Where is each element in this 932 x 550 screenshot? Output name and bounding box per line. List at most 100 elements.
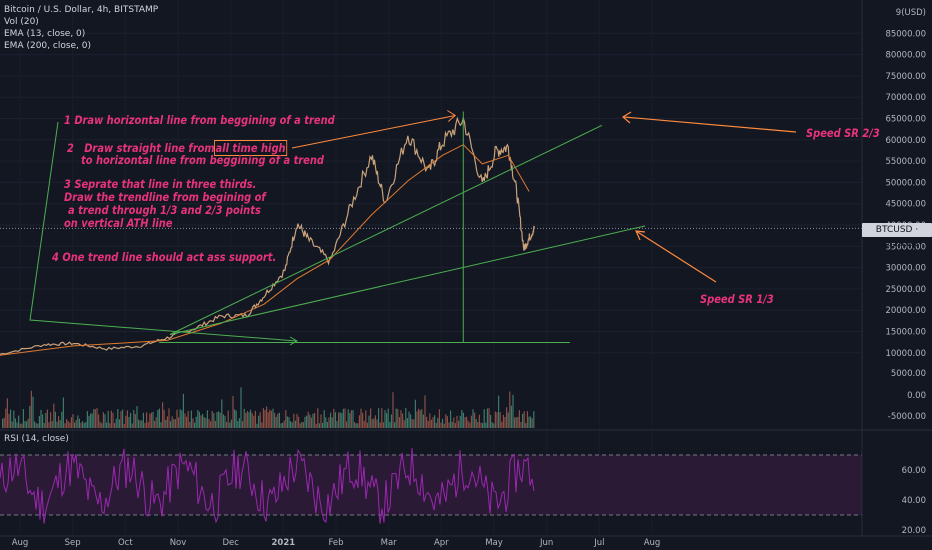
volume-bar xyxy=(398,417,400,428)
step-connector-line xyxy=(29,121,297,342)
volume-bar xyxy=(501,421,503,428)
volume-bar xyxy=(419,410,421,428)
volume-bar xyxy=(206,410,208,428)
volume-bar xyxy=(469,422,471,428)
volume-bar xyxy=(314,412,316,428)
volume-bar xyxy=(226,422,228,428)
volume-bar xyxy=(330,412,332,428)
ema13-indicator-label[interactable]: EMA (13, close, 0) xyxy=(4,29,86,39)
volume-bar xyxy=(523,411,525,428)
time-axis-tick: Feb xyxy=(328,538,343,548)
volume-bar xyxy=(325,417,327,428)
volume-bar xyxy=(158,408,160,428)
volume-bar xyxy=(56,421,58,428)
time-axis-tick: Aug xyxy=(12,538,29,548)
volume-bar xyxy=(365,410,367,428)
volume-bar xyxy=(458,420,460,428)
volume-bar xyxy=(354,422,356,428)
annotation-step-1: 1 Draw horizontal line from beggining of… xyxy=(64,113,335,127)
volume-axis-tick: 0.00 xyxy=(907,391,926,401)
volume-bar xyxy=(467,420,469,428)
volume-bar xyxy=(355,423,357,428)
volume-bar xyxy=(149,413,151,428)
volume-bar xyxy=(210,421,212,428)
volume-bar xyxy=(533,411,535,428)
volume-bar xyxy=(389,421,391,428)
volume-bar xyxy=(107,410,109,428)
volume-bar xyxy=(146,412,148,428)
volume-bar xyxy=(19,423,21,428)
volume-bar xyxy=(328,417,330,428)
volume-bar xyxy=(136,406,138,428)
volume-bar xyxy=(323,410,325,428)
rsi-indicator-label[interactable]: RSI (14, close) xyxy=(4,434,69,444)
volume-bar xyxy=(187,411,189,428)
volume-bar xyxy=(86,411,88,428)
volume-bar xyxy=(22,409,24,428)
drawing-tools[interactable] xyxy=(29,110,797,346)
volume-bar xyxy=(379,422,381,428)
volume-bar xyxy=(150,412,152,428)
volume-bar xyxy=(208,418,210,428)
volume-bar xyxy=(182,393,184,428)
volume-bar xyxy=(360,408,362,428)
volume-bar xyxy=(347,409,349,428)
volume-bar xyxy=(184,413,186,428)
time-axis-tick: Oct xyxy=(118,538,133,548)
volume-bar xyxy=(397,409,399,428)
volume-bar xyxy=(346,421,348,428)
volume-bar xyxy=(381,408,383,428)
volume-bar xyxy=(414,399,416,428)
volume-bar xyxy=(518,410,520,428)
volume-indicator-label[interactable]: Vol (20) xyxy=(4,17,39,27)
volume-bar xyxy=(216,411,218,428)
price-axis-tick: 9(USD) xyxy=(896,8,926,18)
volume-bar xyxy=(264,410,266,428)
volume-bar xyxy=(163,409,165,428)
volume-bar xyxy=(130,412,132,428)
volume-bar xyxy=(357,423,359,428)
volume-bar xyxy=(29,405,31,428)
volume-bar xyxy=(454,423,456,428)
price-axis-tick: 30000.00 xyxy=(885,264,926,274)
volume-bar xyxy=(262,408,264,428)
price-pane xyxy=(0,116,862,356)
volume-bar xyxy=(85,421,87,428)
volume-bar xyxy=(453,417,455,428)
volume-bar xyxy=(384,410,386,428)
volume-bar xyxy=(186,416,188,428)
volume-bar xyxy=(493,423,495,428)
ema200-indicator-label[interactable]: EMA (200, close, 0) xyxy=(4,41,92,51)
speed-sr-1-3-line xyxy=(169,225,646,335)
annotation-step-2b: to horizontal line from beggining of a t… xyxy=(81,153,325,167)
volume-bar xyxy=(342,408,344,428)
volume-bar xyxy=(318,423,320,428)
volume-bar xyxy=(123,423,125,428)
volume-bar xyxy=(240,387,242,428)
symbol-title[interactable]: Bitcoin / U.S. Dollar, 4h, BITSTAMP xyxy=(4,5,159,15)
rsi-axis-tick: 60.00 xyxy=(902,466,926,476)
volume-bar xyxy=(272,408,274,428)
volume-bar xyxy=(110,410,112,428)
volume-bar xyxy=(45,412,47,428)
volume-bar xyxy=(122,409,124,428)
annotation-step-3c: a trend through 1/3 and 2/3 points xyxy=(68,203,261,217)
ath-arrow-head xyxy=(447,110,457,122)
volume-bar xyxy=(139,420,141,428)
volume-bar xyxy=(224,415,226,428)
volume-bar xyxy=(451,421,453,428)
volume-bar xyxy=(312,413,314,428)
volume-bar xyxy=(30,390,32,428)
volume-bar xyxy=(37,423,39,428)
volume-bar xyxy=(411,419,413,428)
volume-bar xyxy=(373,418,375,428)
volume-bar xyxy=(290,421,292,428)
volume-bar xyxy=(341,413,343,428)
volume-bar xyxy=(162,402,164,428)
volume-bar xyxy=(382,422,384,428)
volume-bar xyxy=(141,420,143,428)
volume-bar xyxy=(326,422,328,428)
volume-bar xyxy=(270,410,272,428)
volume-bar xyxy=(128,416,130,428)
